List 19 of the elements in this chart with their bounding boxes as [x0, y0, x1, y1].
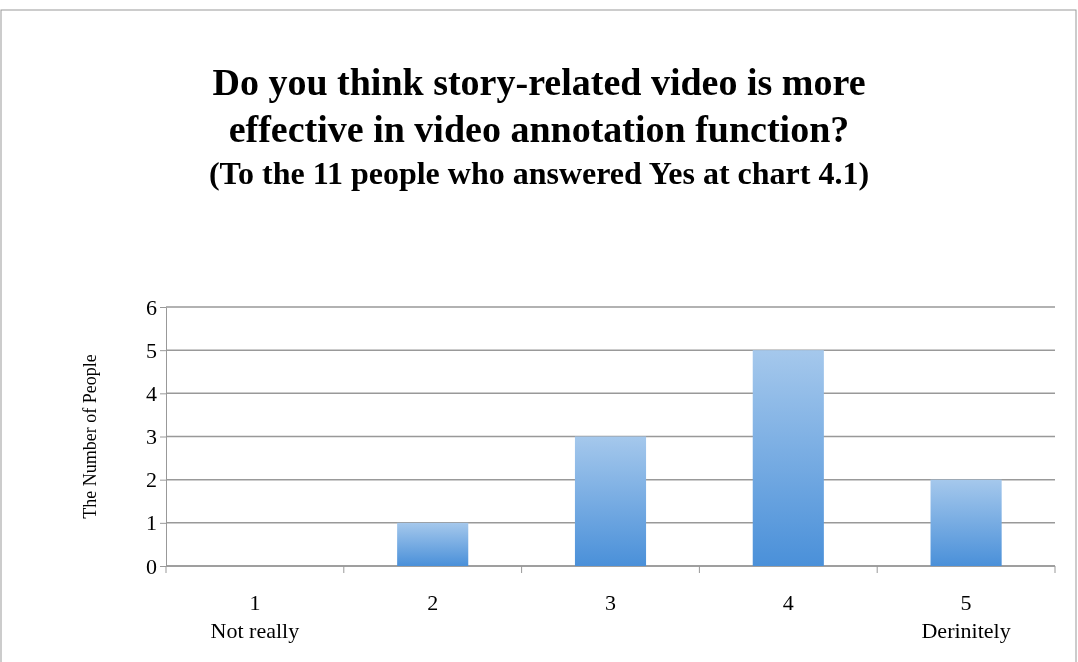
bar	[930, 479, 1002, 566]
x-tick-label: 4	[782, 590, 794, 615]
y-tick-label: 2	[146, 467, 157, 493]
y-tick-label: 3	[146, 424, 157, 450]
bar	[397, 522, 469, 566]
x-tick-label: 1 Not really	[210, 590, 300, 643]
chart-subtitle: (To the 11 people who answered Yes at chart 4.1)	[208, 155, 870, 191]
y-tick-label: 0	[146, 553, 157, 579]
x-tick-label: 5 Derinitely	[921, 590, 1011, 643]
x-tick-label: 2	[427, 590, 439, 615]
y-tick-label: 1	[146, 510, 157, 536]
y-tick-label: 4	[146, 380, 157, 406]
chart-title: Do you think story-related video is more effective in video annotation function?	[212, 61, 866, 150]
x-tick-label: 3	[605, 590, 616, 615]
bar	[574, 436, 647, 566]
y-tick-label: 5	[146, 337, 157, 363]
y-axis-title: The Number of People	[80, 354, 100, 519]
bar	[752, 350, 824, 566]
y-tick-label: 6	[146, 294, 157, 320]
